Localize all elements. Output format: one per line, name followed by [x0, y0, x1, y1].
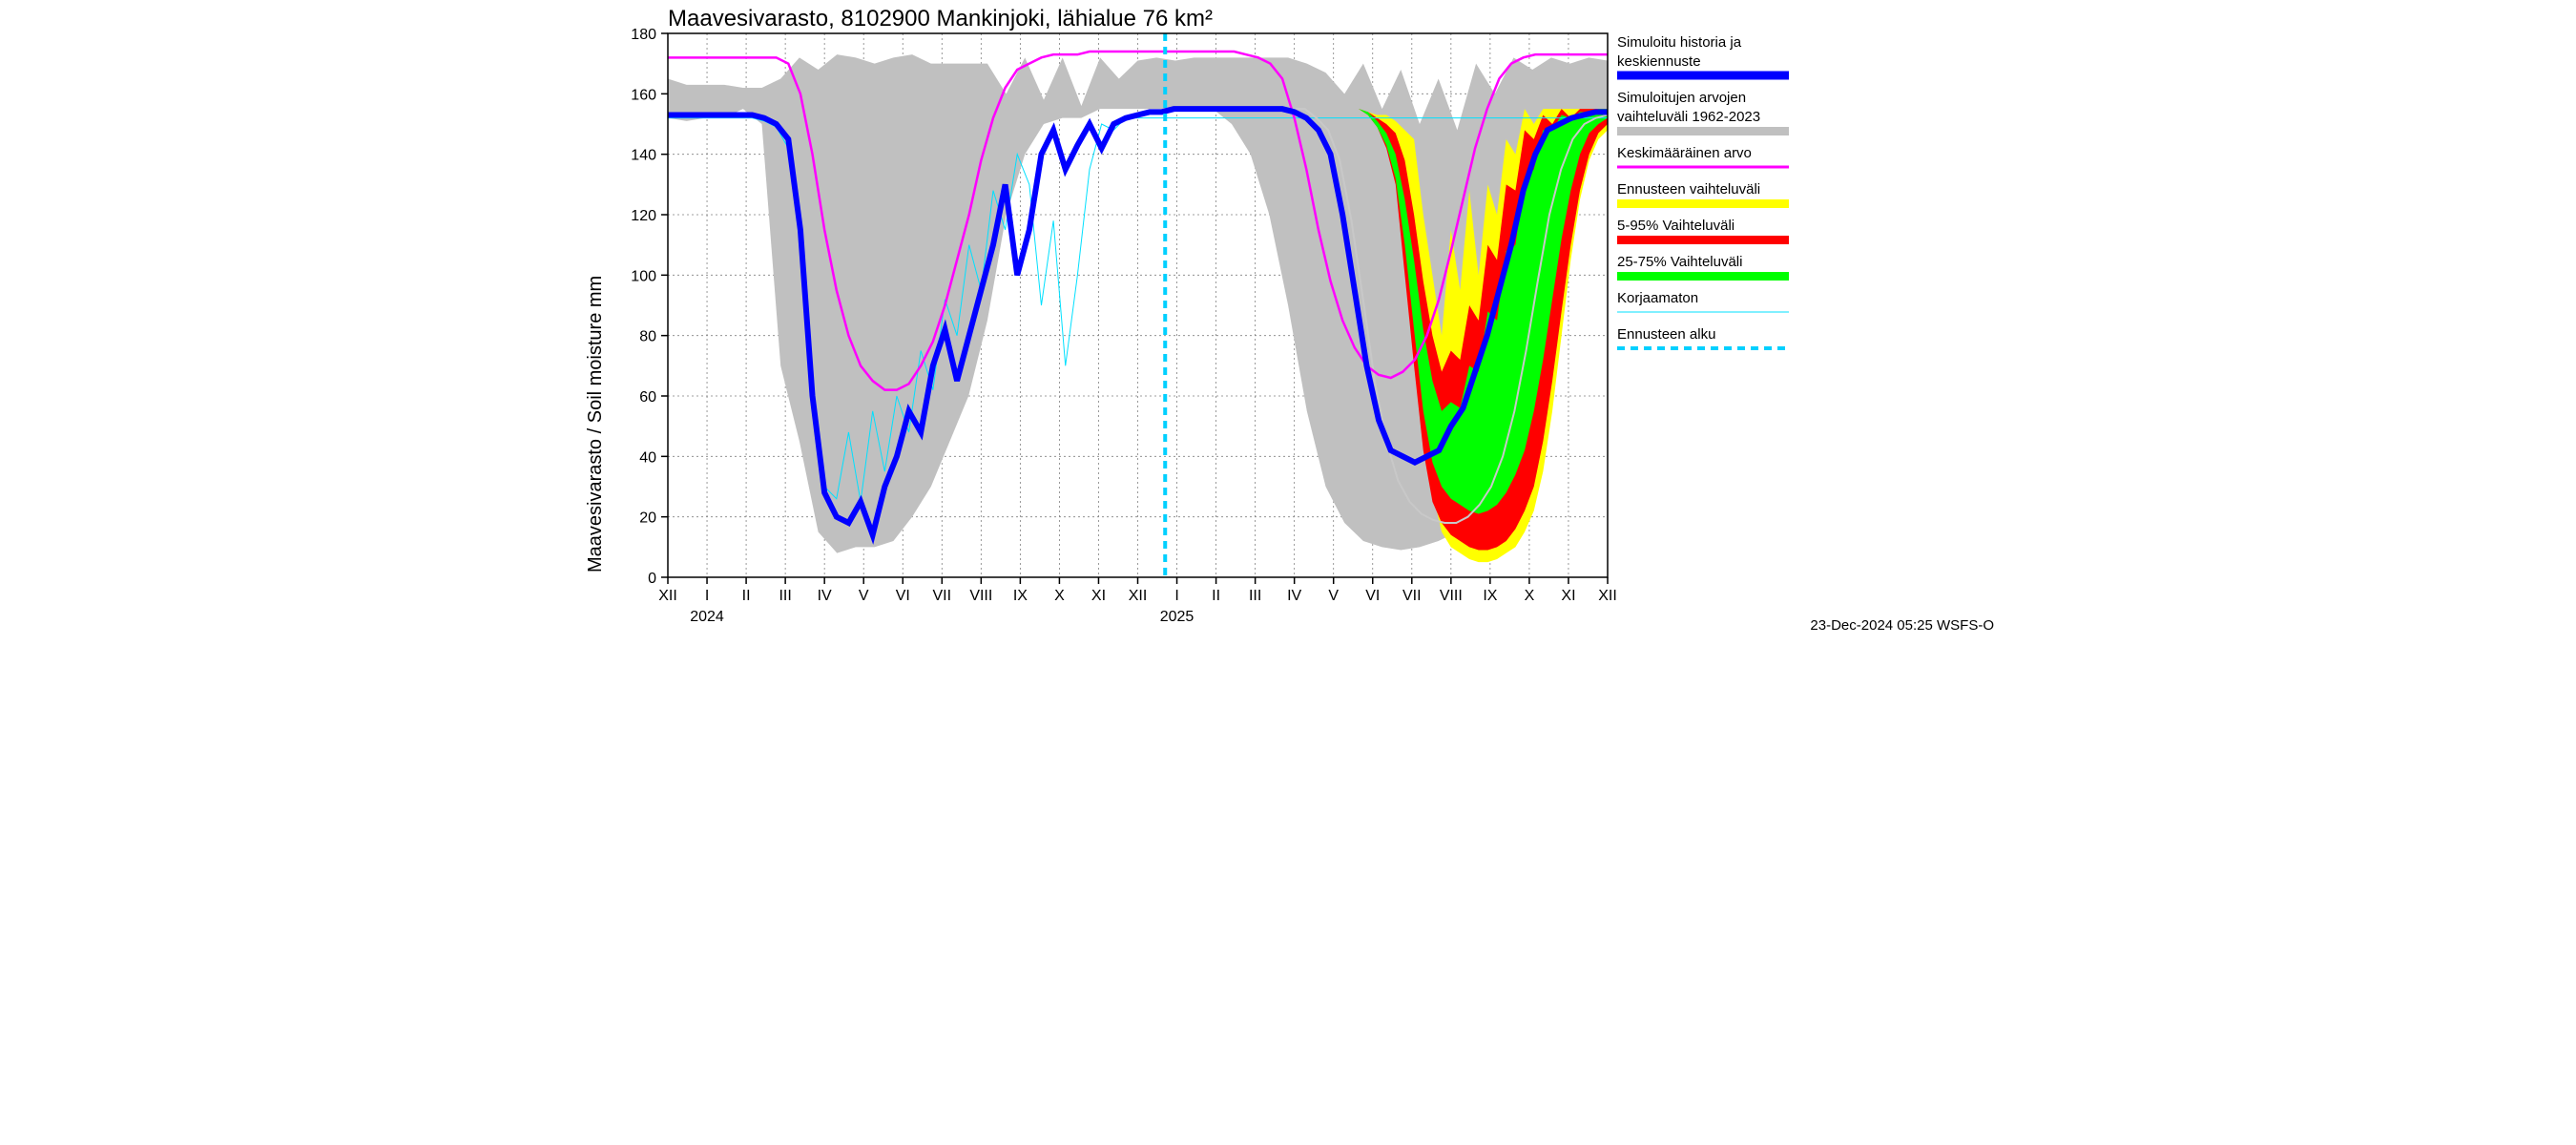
month-label: VI	[896, 588, 910, 604]
ytick-label: 100	[631, 268, 656, 284]
legend-label: 25-75% Vaihteluväli	[1617, 254, 1742, 270]
legend-swatch	[1617, 199, 1789, 208]
month-label: XII	[1129, 588, 1148, 604]
month-label: X	[1525, 588, 1535, 604]
legend-swatch	[1617, 236, 1789, 244]
month-label: IV	[818, 588, 832, 604]
ytick-label: 40	[639, 449, 656, 466]
month-label: V	[1328, 588, 1339, 604]
month-label: II	[1212, 588, 1220, 604]
month-label: X	[1054, 588, 1065, 604]
month-label: III	[1249, 588, 1261, 604]
footer-timestamp: 23-Dec-2024 05:25 WSFS-O	[1810, 617, 1994, 634]
month-label: VII	[933, 588, 952, 604]
legend-label: Keskimääräinen arvo	[1617, 145, 1752, 161]
month-label: II	[742, 588, 751, 604]
month-label: I	[705, 588, 709, 604]
month-label: XI	[1091, 588, 1106, 604]
legend-label: keskiennuste	[1617, 53, 1701, 70]
y-axis-label: Maavesivarasto / Soil moisture mm	[585, 276, 606, 572]
ytick-label: 140	[631, 148, 656, 164]
legend-label: Ennusteen vaihteluväli	[1617, 181, 1760, 198]
year-label: 2024	[690, 609, 724, 625]
year-label: 2025	[1160, 609, 1195, 625]
month-label: VIII	[969, 588, 992, 604]
soil-moisture-chart: 020406080100120140160180XIIIIIIIIIVVVIVI…	[572, 0, 2004, 636]
month-label: VII	[1402, 588, 1422, 604]
legend-label: Ennusteen alku	[1617, 326, 1715, 343]
legend-label: Simuloitu historia ja	[1617, 34, 1742, 51]
legend-swatch	[1617, 127, 1789, 135]
ytick-label: 0	[648, 571, 656, 587]
ytick-label: 20	[639, 510, 656, 527]
legend-swatch	[1617, 272, 1789, 281]
chart-title: Maavesivarasto, 8102900 Mankinjoki, lähi…	[668, 6, 1213, 31]
month-label: V	[859, 588, 869, 604]
month-label: VI	[1365, 588, 1380, 604]
legend-label: vaihteluväli 1962-2023	[1617, 109, 1760, 125]
legend-label: Simuloitujen arvojen	[1617, 90, 1746, 106]
ytick-label: 60	[639, 389, 656, 406]
ytick-label: 160	[631, 87, 656, 103]
legend-label: Korjaamaton	[1617, 290, 1698, 306]
month-label: IX	[1013, 588, 1028, 604]
month-label: VIII	[1440, 588, 1463, 604]
legend-label: 5-95% Vaihteluväli	[1617, 218, 1735, 234]
month-label: XI	[1561, 588, 1575, 604]
ytick-label: 120	[631, 208, 656, 224]
month-label: IX	[1483, 588, 1497, 604]
month-label: XII	[1598, 588, 1617, 604]
month-label: I	[1174, 588, 1178, 604]
ytick-label: 80	[639, 329, 656, 345]
ytick-label: 180	[631, 27, 656, 43]
month-label: IV	[1287, 588, 1301, 604]
month-label: XII	[658, 588, 677, 604]
month-label: III	[779, 588, 791, 604]
